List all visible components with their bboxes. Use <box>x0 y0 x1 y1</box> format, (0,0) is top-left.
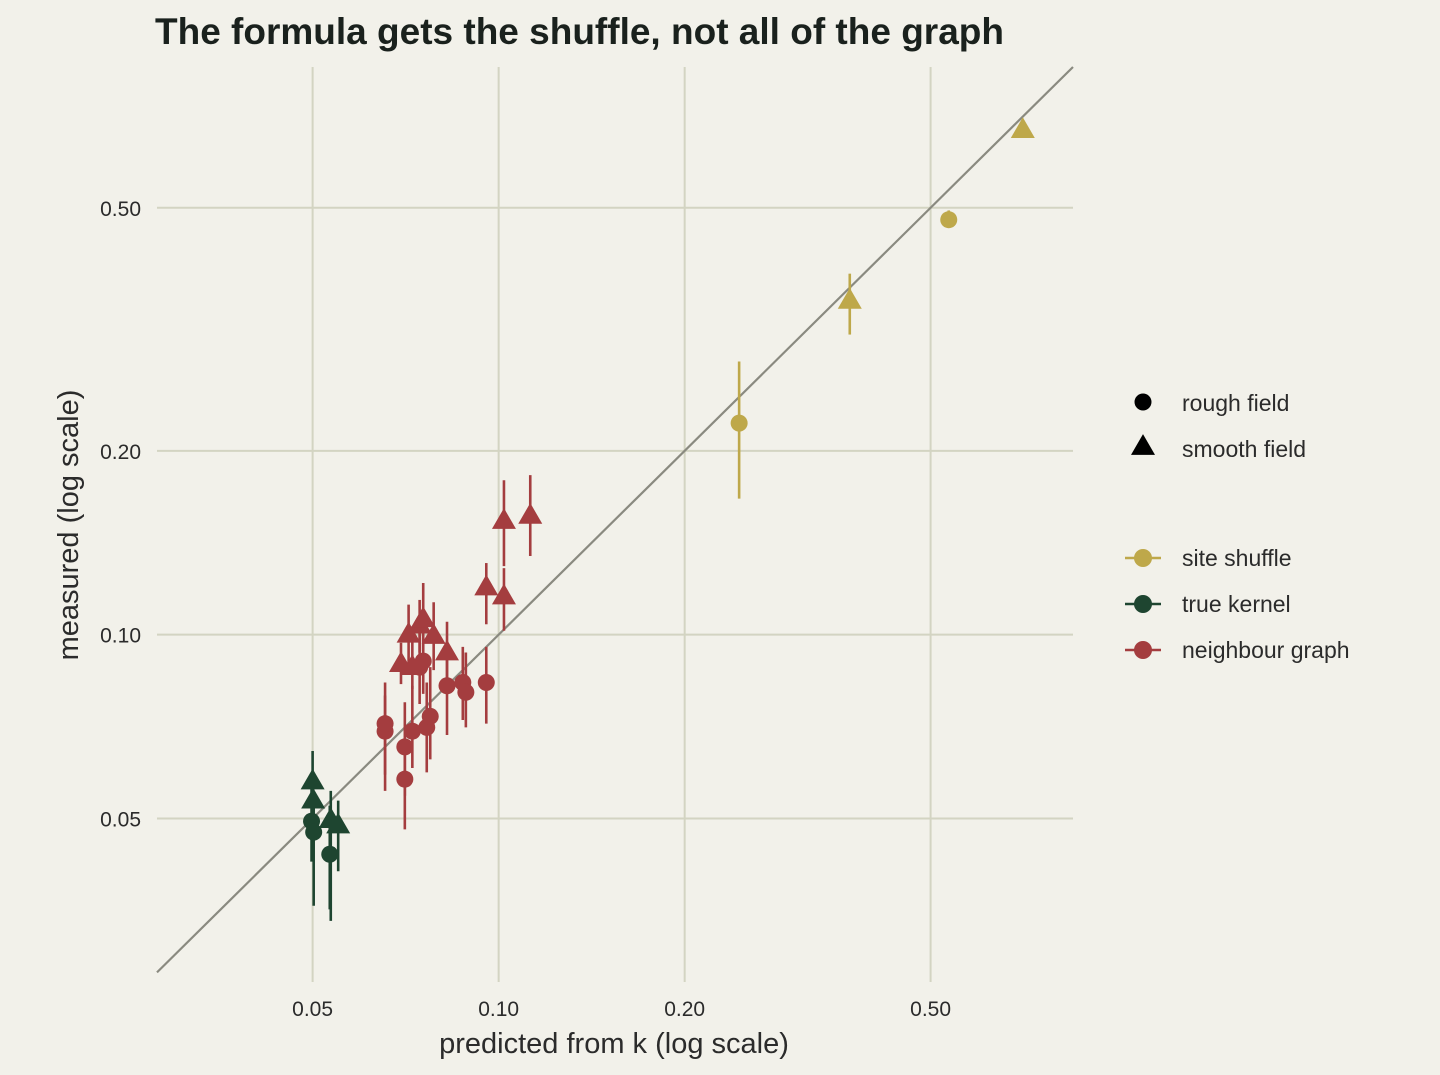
y-axis-title: measured (log scale) <box>53 390 85 661</box>
neighbour-graph-triangle-point <box>491 508 516 529</box>
site-shuffle-circle-point <box>940 211 958 229</box>
true-kernel-circle-point <box>321 845 339 863</box>
true-kernel-triangle-point <box>326 812 351 834</box>
error-bars-layer <box>310 128 1025 921</box>
legend-triangle-key <box>1131 434 1155 455</box>
y-tick-label: 0.05 <box>100 809 141 832</box>
neighbour-graph-triangle-point <box>518 502 543 524</box>
y-tick-label: 0.20 <box>100 441 141 464</box>
legend-shape-label: rough field <box>1182 390 1289 416</box>
neighbour-graph-triangle-point <box>474 574 499 596</box>
neighbour-graph-triangle-point <box>435 639 460 661</box>
legend-series-label: true kernel <box>1182 591 1291 617</box>
y-tick-label: 0.10 <box>100 625 141 648</box>
legend-series-marker <box>1134 595 1152 613</box>
neighbour-graph-circle-point <box>376 715 394 733</box>
x-axis-title: predicted from k (log scale) <box>439 1028 789 1060</box>
legend-circle-key <box>1134 393 1152 411</box>
true-kernel-triangle-point <box>301 787 326 809</box>
points-layer <box>300 117 1035 863</box>
neighbour-graph-circle-point <box>396 770 414 788</box>
neighbour-graph-circle-point <box>457 683 475 701</box>
x-tick-label: 0.10 <box>478 998 519 1021</box>
y-tick-label: 0.50 <box>100 198 141 221</box>
legend-series-marker <box>1134 641 1152 659</box>
neighbour-graph-circle-point <box>403 722 421 740</box>
x-tick-label: 0.05 <box>292 998 333 1021</box>
neighbour-graph-circle-point <box>414 652 432 670</box>
neighbour-graph-circle-point <box>396 738 414 756</box>
site-shuffle-circle-point <box>730 414 748 432</box>
true-kernel-triangle-point <box>300 768 325 790</box>
site-shuffle-triangle-point <box>837 287 862 309</box>
neighbour-graph-circle-point <box>477 674 495 692</box>
neighbour-graph-circle-point <box>438 677 456 695</box>
neighbour-graph-circle-point <box>421 707 439 725</box>
neighbour-graph-triangle-point <box>421 623 446 644</box>
neighbour-graph-triangle-point <box>491 583 516 605</box>
true-kernel-circle-point <box>305 823 323 841</box>
x-tick-label: 0.50 <box>910 998 951 1021</box>
tick-labels-layer: 0.05 0.10 0.20 0.50 0.05 0.10 0.20 0.50 <box>100 198 951 1021</box>
neighbour-graph-triangle-point <box>411 606 436 628</box>
chart-title: The formula gets the shuffle, not all of… <box>155 11 1004 52</box>
legend-shape-label: smooth field <box>1182 436 1306 462</box>
legend: rough field smooth field site shuffle true … <box>1125 390 1350 663</box>
legend-series-label: neighbour graph <box>1182 637 1350 663</box>
legend-series-label: site shuffle <box>1182 545 1292 571</box>
site-shuffle-triangle-point <box>1010 117 1035 139</box>
neighbour-graph-triangle-point <box>400 654 425 675</box>
legend-series-marker <box>1134 549 1152 567</box>
identity-reference-line <box>156 66 1074 974</box>
reference-line-layer <box>156 66 1074 974</box>
x-tick-label: 0.20 <box>664 998 705 1021</box>
